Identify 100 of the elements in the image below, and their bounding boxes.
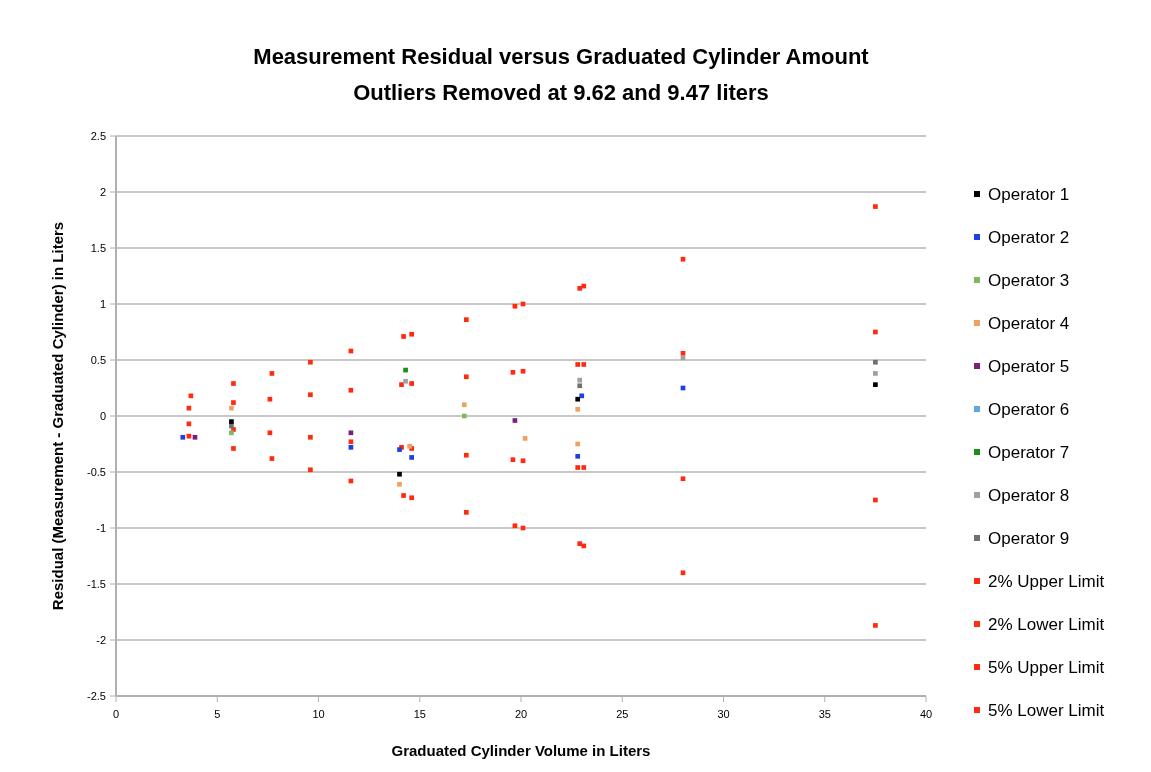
point [680,476,686,482]
x-tick-label: 35 [818,708,831,720]
point [463,452,469,458]
x-tick-label: 25 [616,708,629,720]
point [186,421,192,427]
y-tick-label: 1.5 [90,241,106,254]
legend-label: 2% Upper Limit [988,571,1105,591]
legend-label: Operator 5 [988,356,1070,376]
y-tick-label: -0.5 [87,465,106,478]
y-tick-label: -1.5 [87,577,106,590]
y-tick-label: 0 [99,409,106,422]
y-tick-label: -2 [96,633,106,646]
point [180,434,186,440]
point [229,430,234,436]
point [581,465,587,470]
chart-title: Measurement Residual versus Graduated Cylinder Amount [253,44,870,69]
point [575,406,581,412]
point [308,434,313,440]
point [873,204,878,209]
point [581,283,587,289]
point [520,458,526,464]
y-tick-label: 2 [99,185,106,198]
point [192,434,198,440]
point [520,368,526,374]
point [399,382,404,387]
point [267,430,273,436]
point [512,523,518,529]
point [397,481,402,487]
y-tick-label: 1 [99,297,106,310]
x-tick-label: 10 [312,708,325,720]
chart-subtitle: Outliers Removed at 9.62 and 9.47 liters [353,80,769,105]
point [229,423,234,429]
point [873,497,878,503]
legend-label: Operator 1 [988,184,1070,204]
point [873,623,878,628]
point [873,382,878,387]
point [463,509,469,515]
point [575,362,581,367]
point [873,359,878,365]
legend-label: Operator 8 [988,485,1070,505]
point [575,465,581,470]
legend-label: Operator 2 [988,227,1070,247]
point [575,396,581,402]
point [577,377,583,383]
point [308,392,313,398]
x-tick-label: 30 [717,708,730,720]
point [581,543,587,549]
point [873,329,878,335]
point [680,355,686,361]
legend-label: 2% Lower Limit [988,614,1105,634]
y-tick-label: 0.5 [90,353,106,366]
point [269,456,275,461]
x-tick-label: 15 [413,708,426,720]
point [680,256,686,262]
point [409,331,414,337]
legend-label: 5% Upper Limit [988,657,1105,677]
point [461,402,467,408]
point [579,393,585,399]
point [231,446,236,451]
point [186,433,192,439]
y-tick-label: -1 [96,521,106,534]
point [231,381,236,386]
point [577,541,583,547]
x-tick-label: 0 [112,708,120,720]
point [510,457,516,463]
point [308,359,313,365]
point [308,467,313,473]
point [348,387,354,393]
point [409,455,414,460]
point [348,439,354,445]
point [522,436,528,441]
point [575,453,581,459]
point [186,405,192,411]
point [680,570,686,576]
point [401,493,406,498]
point [401,334,406,339]
x-tick-label: 5 [214,708,221,720]
legend-label: Operator 9 [988,528,1070,548]
point [575,441,581,447]
point [188,393,194,399]
point [267,396,273,402]
y-tick-label: -2.5 [87,689,106,702]
point [512,303,518,309]
point [409,381,414,386]
point [461,413,467,419]
point [403,378,408,384]
point [463,374,469,380]
point [409,495,414,501]
point [463,317,469,323]
legend-label: Operator 3 [988,270,1070,290]
legend-label: Operator 6 [988,399,1070,419]
point [873,371,878,376]
legend-label: 5% Lower Limit [988,700,1105,720]
point [231,400,236,405]
point [348,430,354,436]
point [403,367,408,373]
point [229,419,234,424]
point [510,369,516,375]
point [581,362,587,367]
point [577,285,583,291]
